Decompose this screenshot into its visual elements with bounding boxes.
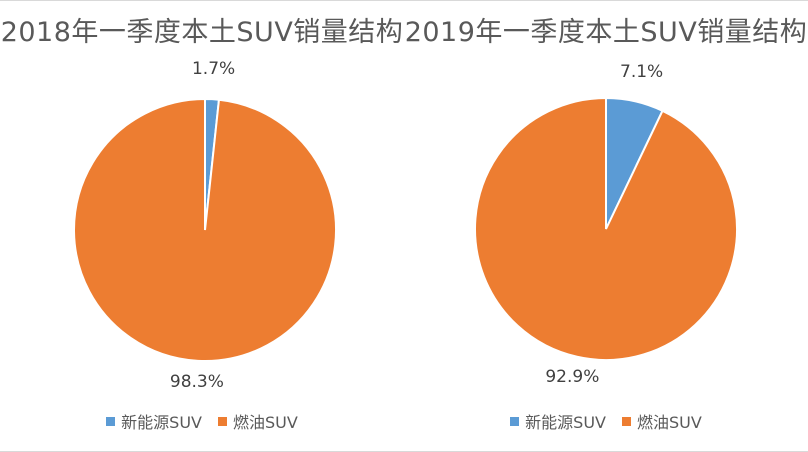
legend-swatch-blue [510,416,520,426]
data-label: 1.7% [192,59,235,79]
chart-title: 2019年一季度本土SUV销量结构 [404,17,808,48]
chart-title: 2018年一季度本土SUV销量结构 [0,17,404,48]
pie-slice-fuel [474,96,738,361]
legend-label: 新能源SUV [525,413,606,432]
legend-label: 燃油SUV [637,413,702,432]
data-label: 98.3% [170,372,224,392]
legend-label: 新能源SUV [121,413,202,432]
data-label: 92.9% [545,367,599,387]
pie-plot-area: 7.1% 92.9% [474,62,738,387]
data-label: 7.1% [620,62,663,82]
legend-swatch-blue [106,416,116,426]
legend: 新能源SUV 燃油SUV [0,409,404,433]
pie-slice-fuel [73,97,337,362]
legend: 新能源SUV 燃油SUV [404,409,808,433]
legend-label: 燃油SUV [233,413,298,432]
legend-item-new-energy: 新能源SUV [106,409,202,433]
legend-item-fuel: 燃油SUV [218,409,298,433]
legend-swatch-orange [218,416,227,426]
legend-swatch-orange [622,416,631,426]
legend-item-new-energy: 新能源SUV [510,409,606,433]
pie-plot-area: 1.7% 98.3% [73,59,337,392]
pie-chart-2018: 2018年一季度本土SUV销量结构 1.7% 98.3% 新能源SUV 燃油SUV [0,17,404,433]
pie-chart-2019: 2019年一季度本土SUV销量结构 7.1% 92.9% 新能源SUV 燃油SUV [404,0,808,452]
legend-item-fuel: 燃油SUV [622,409,702,433]
